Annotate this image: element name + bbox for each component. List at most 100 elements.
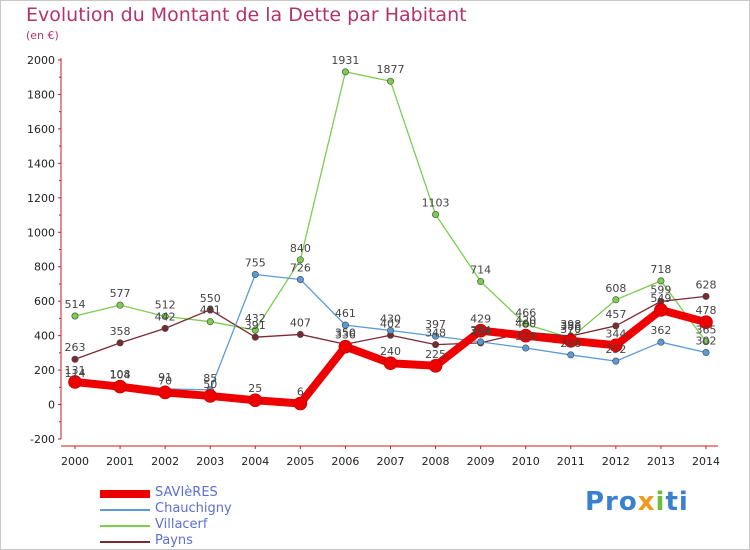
data-point: [71, 312, 79, 320]
data-point: [428, 358, 443, 373]
data-label: 1931: [331, 54, 359, 67]
y-tick-label: 200: [34, 364, 55, 377]
data-point: [432, 332, 440, 340]
data-point: [116, 339, 124, 347]
data-point: [477, 278, 485, 286]
data-point: [341, 321, 349, 329]
x-tick-label: 2014: [692, 455, 720, 468]
y-tick-label: 2000: [27, 54, 55, 67]
data-label: 840: [290, 242, 311, 255]
data-point: [293, 396, 308, 411]
data-point: [386, 326, 394, 334]
data-label: 726: [290, 261, 311, 274]
data-labels: 131 104 70 50 25 6 336 240 225 429 400 370 344 549 478…: [65, 54, 717, 399]
data-label: 402: [380, 317, 401, 330]
data-point: [432, 341, 440, 349]
data-label: 108: [110, 368, 131, 381]
data-label: 336: [335, 329, 356, 342]
data-point: [296, 256, 304, 264]
data-label: 362: [650, 324, 671, 337]
data-point: [612, 357, 620, 365]
x-tick-label: 2006: [331, 455, 359, 468]
x-tick-label: 2012: [602, 455, 630, 468]
data-label: 348: [425, 327, 446, 340]
data-label: 6: [297, 386, 304, 399]
data-label: 407: [290, 316, 311, 329]
data-label: 50: [203, 378, 217, 391]
data-label: 420: [515, 314, 536, 327]
data-point: [341, 68, 349, 76]
series-lines: [68, 68, 713, 411]
data-point: [473, 323, 488, 338]
data-label: 577: [110, 287, 131, 300]
data-label: 104: [110, 369, 131, 382]
data-point: [161, 324, 169, 332]
chart-title: Evolution du Montant de la Dette par Hab…: [26, 4, 467, 26]
data-label: 114: [65, 367, 86, 380]
proxiti-logo: Proxiti: [585, 487, 689, 517]
data-point: [702, 338, 710, 346]
data-label: 328: [515, 330, 536, 343]
x-tick-label: 2005: [286, 455, 314, 468]
data-label: 25: [248, 382, 262, 395]
data-label: 398: [560, 318, 581, 331]
y-tick-label: -200: [30, 433, 55, 446]
data-point: [113, 379, 127, 394]
data-label: 240: [380, 345, 401, 358]
data-label: 461: [335, 307, 356, 320]
data-label: 91: [158, 371, 172, 384]
x-tick-label: 2011: [557, 455, 585, 468]
data-label: 549: [650, 292, 671, 305]
data-label: 70: [158, 374, 172, 387]
data-label: 718: [650, 263, 671, 276]
data-point: [251, 326, 259, 334]
data-label: 481: [200, 304, 221, 317]
x-tick-label: 2008: [422, 455, 450, 468]
data-label: 302: [696, 335, 717, 348]
x-tick-label: 2003: [196, 455, 224, 468]
data-point: [612, 322, 620, 330]
data-point: [68, 375, 82, 389]
data-label: 364: [470, 324, 491, 337]
x-tick-label: 2013: [647, 455, 675, 468]
data-label: 397: [425, 318, 446, 331]
y-tick-label: 1000: [27, 226, 55, 239]
data-point: [203, 389, 218, 403]
data-label: 442: [155, 310, 176, 323]
data-point: [116, 301, 124, 309]
data-label: 358: [110, 325, 131, 338]
data-point: [609, 338, 623, 353]
data-label: 263: [65, 341, 86, 354]
data-label: 225: [425, 348, 446, 361]
data-point: [251, 270, 259, 278]
data-label: 432: [245, 312, 266, 325]
data-label: 288: [560, 337, 581, 350]
data-point: [699, 315, 713, 329]
legend-label: Chauchigny: [155, 501, 232, 516]
data-point: [702, 292, 710, 300]
data-label: 608: [605, 282, 626, 295]
data-point: [702, 349, 710, 357]
data-point: [657, 277, 665, 285]
data-point: [158, 385, 172, 400]
data-label: 430: [380, 312, 401, 325]
x-tick-label: 2000: [61, 455, 89, 468]
data-point: [248, 393, 263, 408]
y-tick-label: 1200: [27, 192, 55, 205]
data-point: [563, 334, 578, 348]
legend-label: Payns: [155, 533, 193, 548]
data-point: [654, 303, 668, 317]
y-tick-label: 1400: [27, 157, 55, 170]
axes: -200 0 200 400 600 800 1000 1200 1400 1600 1800 200…: [27, 54, 720, 468]
x-tick-label: 2004: [241, 455, 269, 468]
data-point: [518, 328, 533, 343]
data-label: 1877: [377, 63, 405, 76]
data-point: [338, 339, 353, 354]
data-label: 391: [245, 319, 266, 332]
legend-swatch: [100, 490, 150, 498]
data-label: 1103: [422, 197, 450, 210]
data-label: 628: [696, 278, 717, 291]
x-tick-label: 2009: [467, 455, 495, 468]
data-label: 365: [696, 324, 717, 337]
